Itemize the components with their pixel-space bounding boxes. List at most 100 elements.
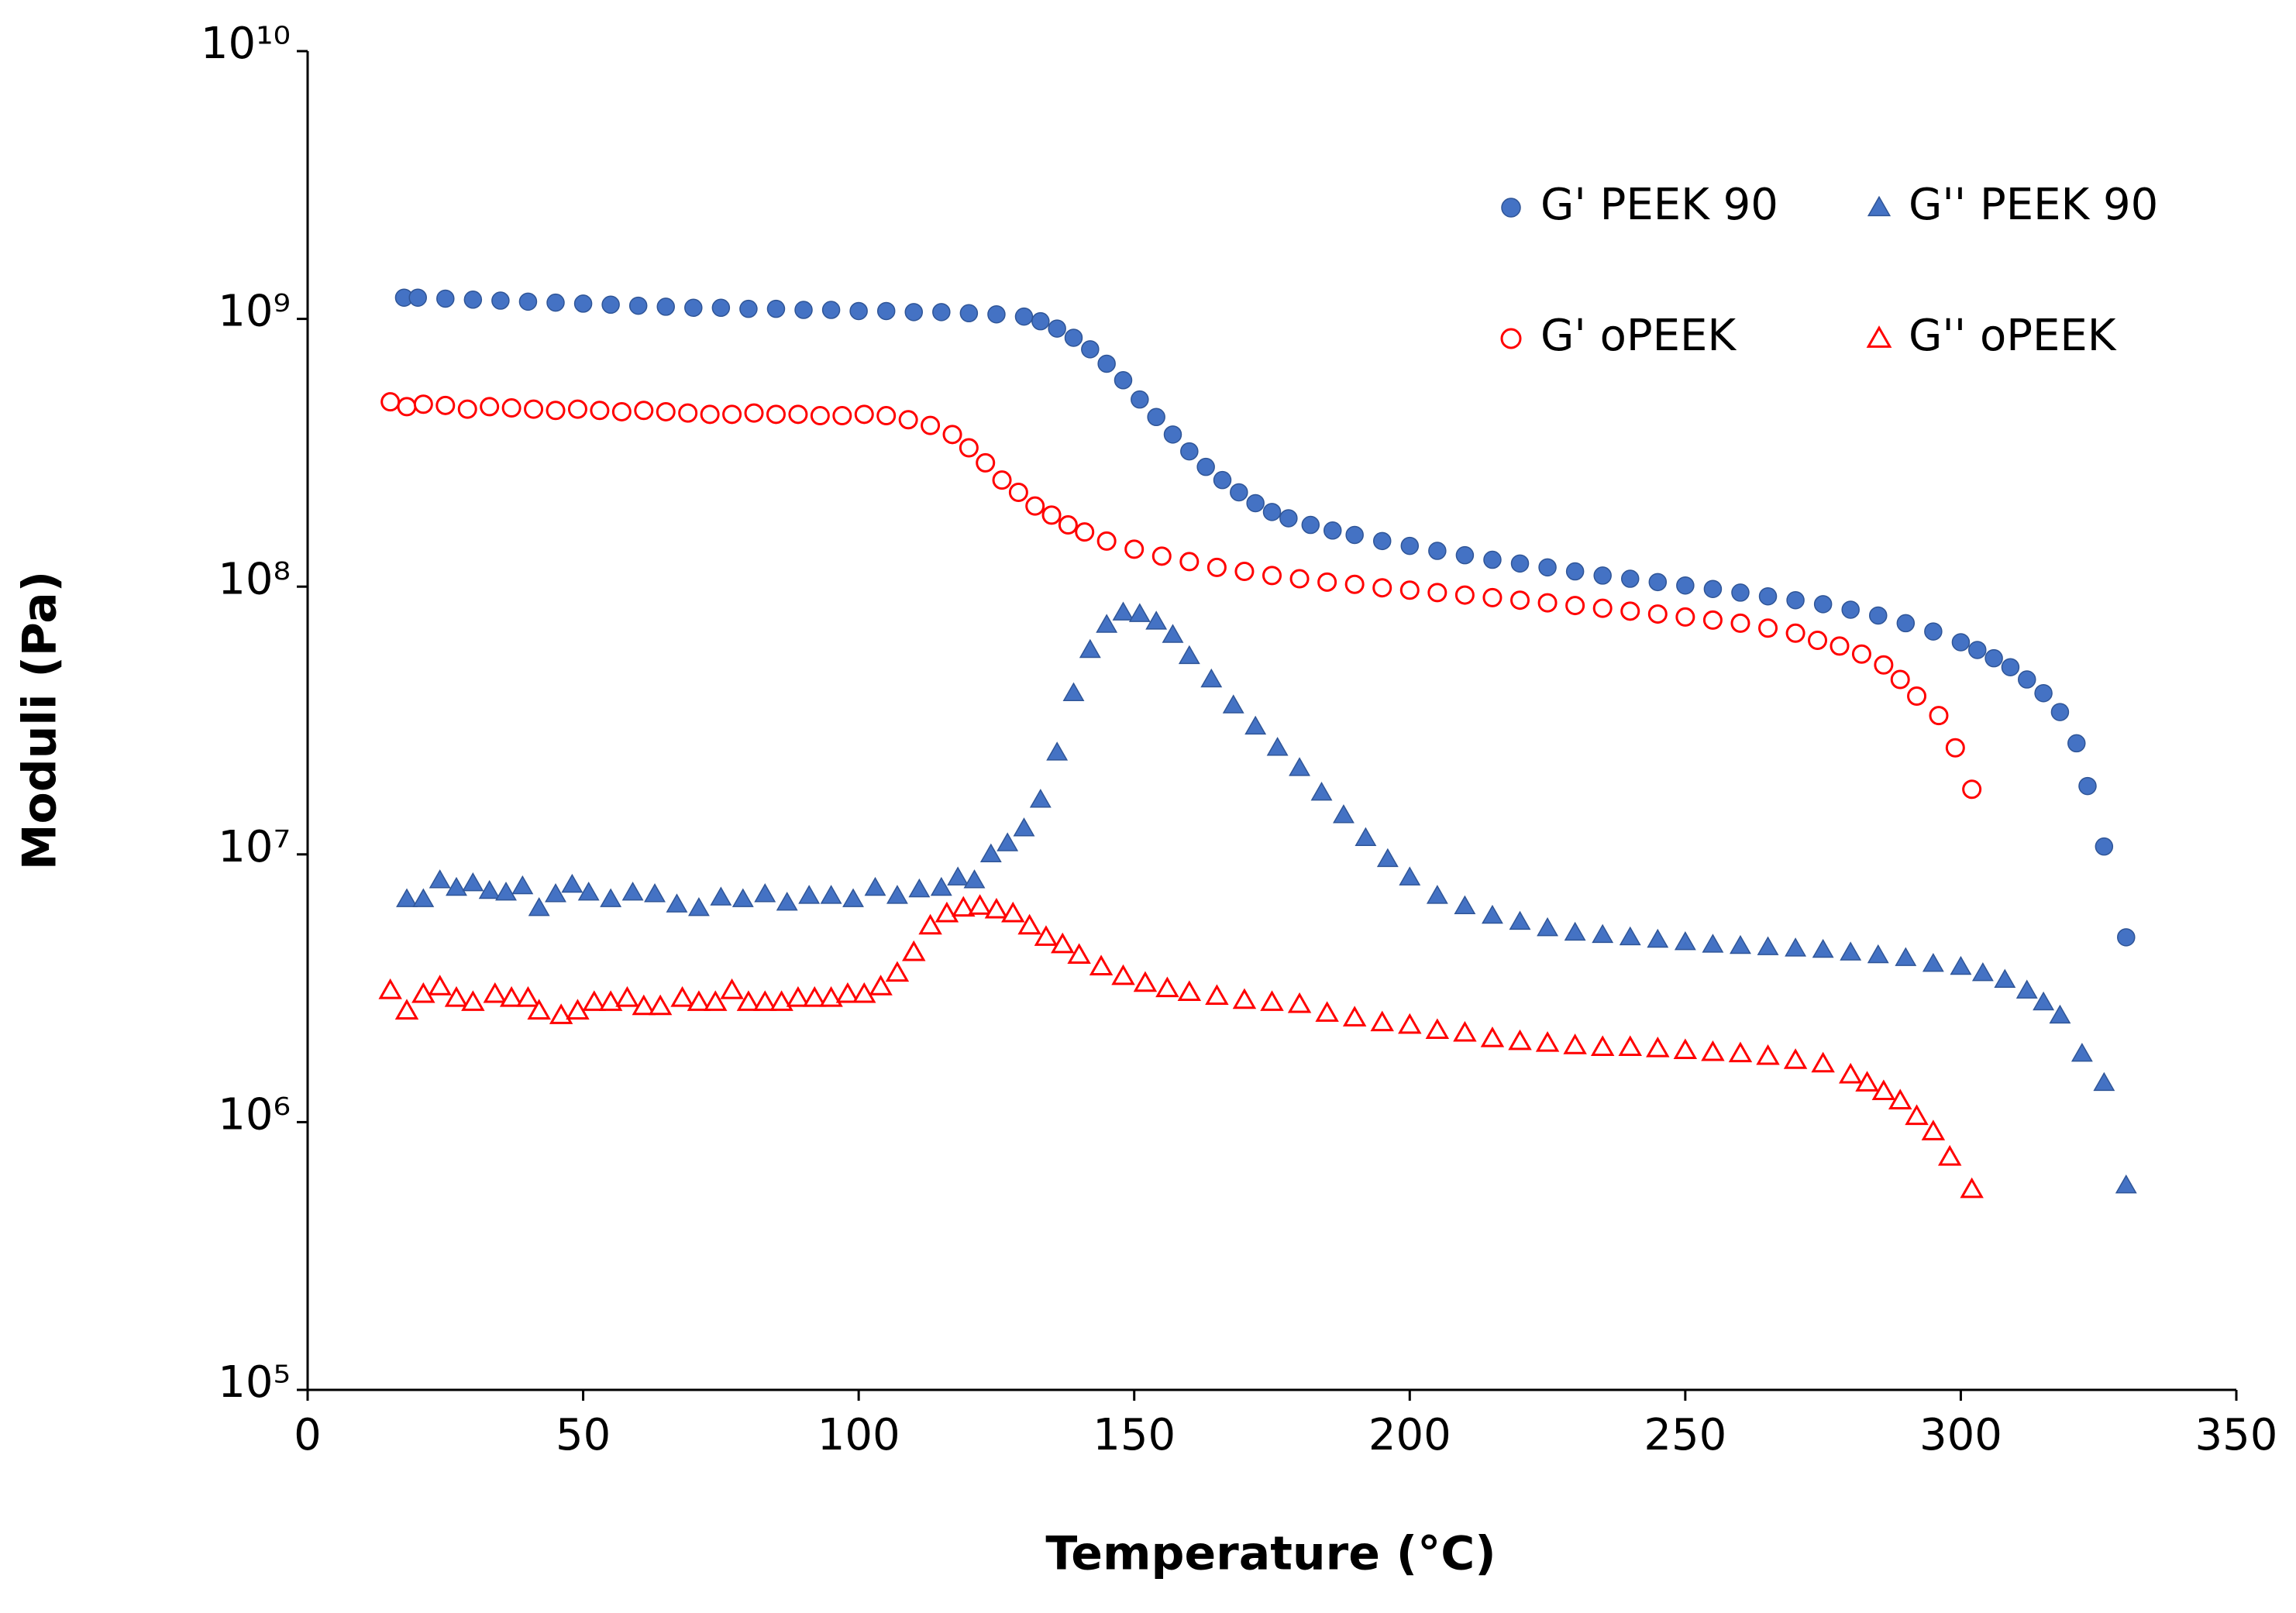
data-point bbox=[1262, 503, 1282, 521]
data-point bbox=[1509, 910, 1531, 930]
data-point bbox=[835, 982, 860, 1003]
data-point bbox=[1310, 781, 1333, 801]
data-point bbox=[1370, 1010, 1394, 1032]
data-point bbox=[1482, 587, 1503, 607]
data-point bbox=[852, 982, 876, 1003]
data-point bbox=[1279, 509, 1298, 528]
data-point bbox=[1619, 926, 1641, 946]
data-point bbox=[1592, 598, 1613, 618]
data-point bbox=[1564, 921, 1586, 941]
data-point bbox=[516, 985, 540, 1007]
data-point bbox=[1025, 496, 1045, 516]
data-point bbox=[1454, 585, 1475, 605]
data-point bbox=[1151, 546, 1172, 566]
data-point bbox=[2001, 658, 2020, 676]
data-point bbox=[1196, 457, 1215, 476]
data-point bbox=[918, 913, 942, 935]
data-point bbox=[501, 398, 522, 418]
data-point bbox=[687, 990, 711, 1011]
data-point bbox=[1620, 569, 1640, 588]
data-point bbox=[1207, 557, 1227, 577]
data-point bbox=[1111, 964, 1135, 985]
data-point bbox=[1163, 425, 1182, 444]
data-point bbox=[963, 869, 986, 889]
legend-label: G'' PEEK 90 bbox=[1909, 180, 2158, 230]
data-point bbox=[1730, 613, 1750, 633]
data-point bbox=[1703, 580, 1723, 598]
data-point bbox=[908, 878, 931, 898]
data-point bbox=[1454, 895, 1476, 915]
data-point bbox=[1162, 624, 1184, 643]
data-point bbox=[1674, 930, 1696, 951]
data-point bbox=[1097, 354, 1116, 373]
data-point bbox=[1896, 614, 1916, 633]
data-point bbox=[1213, 470, 1232, 490]
data-point bbox=[634, 401, 654, 421]
data-point bbox=[720, 978, 744, 999]
data-point bbox=[687, 896, 710, 917]
data-point bbox=[1888, 1089, 1912, 1110]
data-point bbox=[1075, 522, 1095, 542]
data-point bbox=[1246, 494, 1265, 513]
data-point bbox=[1851, 644, 1871, 664]
data-point bbox=[1034, 925, 1059, 946]
data-point bbox=[1758, 586, 1778, 606]
data-point bbox=[2117, 928, 2136, 947]
data-point bbox=[1647, 604, 1668, 624]
data-point bbox=[942, 425, 962, 445]
data-point bbox=[1535, 1030, 1560, 1052]
data-point bbox=[1874, 655, 1894, 675]
data-point bbox=[1128, 603, 1151, 622]
data-point bbox=[499, 985, 524, 1007]
data-point bbox=[1399, 866, 1421, 886]
data-point bbox=[1647, 928, 1669, 948]
data-point bbox=[754, 883, 776, 903]
data-point bbox=[429, 869, 451, 889]
data-point bbox=[1287, 992, 1312, 1013]
data-point bbox=[518, 292, 538, 311]
legend-marker bbox=[1866, 325, 1892, 348]
data-point bbox=[1131, 390, 1149, 409]
data-point bbox=[1869, 606, 1888, 625]
data-point bbox=[1315, 1001, 1339, 1022]
data-point bbox=[611, 401, 632, 421]
data-point bbox=[930, 876, 952, 896]
data-point bbox=[1890, 669, 1910, 690]
data-point bbox=[1089, 954, 1114, 976]
data-point bbox=[803, 985, 827, 1007]
data-point bbox=[1808, 631, 1828, 651]
x-tick-label: 100 bbox=[818, 1410, 900, 1460]
data-point bbox=[2093, 1071, 2115, 1092]
data-point bbox=[528, 896, 550, 917]
data-point bbox=[711, 298, 731, 318]
data-point bbox=[1565, 596, 1585, 616]
data-point bbox=[753, 990, 777, 1011]
data-point bbox=[1029, 789, 1052, 808]
data-point bbox=[1702, 610, 1723, 630]
data-point bbox=[1905, 1104, 1929, 1126]
data-point bbox=[1234, 562, 1255, 582]
data-point bbox=[1372, 578, 1392, 598]
data-point bbox=[1001, 901, 1025, 923]
data-point bbox=[615, 985, 639, 1007]
data-point bbox=[798, 885, 821, 904]
data-point bbox=[1453, 1020, 1477, 1042]
data-point bbox=[478, 879, 501, 899]
data-point bbox=[1895, 947, 1917, 966]
data-point bbox=[1133, 971, 1158, 992]
data-point bbox=[1008, 482, 1028, 502]
x-axis-title: Temperature (°C) bbox=[1045, 1527, 1496, 1581]
data-point bbox=[1838, 1062, 1863, 1084]
data-point bbox=[1178, 645, 1200, 665]
data-point bbox=[1260, 990, 1284, 1011]
data-point bbox=[378, 978, 402, 999]
data-point bbox=[1812, 938, 1834, 958]
data-point bbox=[788, 404, 808, 425]
data-point bbox=[2067, 734, 2086, 753]
data-point bbox=[1648, 573, 1668, 592]
data-point bbox=[1112, 601, 1134, 621]
data-point bbox=[1675, 607, 1695, 627]
data-point bbox=[1922, 952, 1944, 972]
data-point bbox=[457, 399, 477, 419]
data-point bbox=[766, 404, 786, 425]
